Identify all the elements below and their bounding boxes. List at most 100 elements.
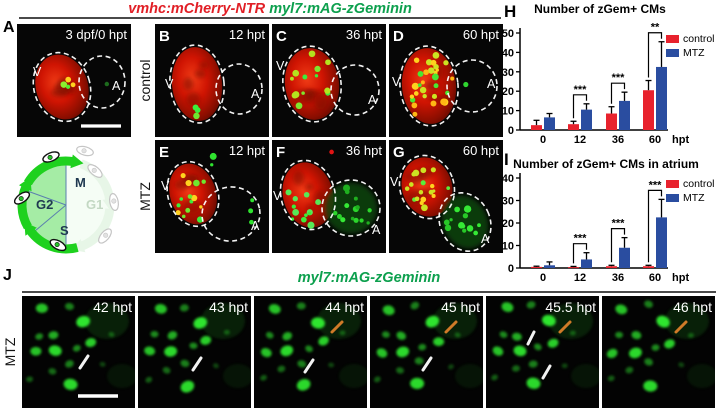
zgem-cell-dot [463,81,469,88]
zgem-cell-dot [443,219,450,226]
zgem-cell-dot [430,167,436,173]
zgem-cell-dot [353,217,359,223]
zgem-cell-dot [477,223,481,228]
panel-letter-J: J [3,267,12,284]
zgem-cell-dot [291,92,298,99]
zgem-nucleus [425,315,440,328]
legend-swatch-MTZ [666,49,679,57]
zgem-cell-dot [350,216,355,221]
y-tick-label: 40 [502,173,514,185]
zgem-cell-dot [353,196,358,201]
zgem-nucleus [179,304,189,312]
significance-stars: *** [612,72,626,84]
panel-letter: F [276,144,285,161]
y-tick-label: 50 [502,28,514,40]
zgem-cell-dot [408,182,414,187]
y-tick-label: 0 [508,125,514,137]
tissue-haze [223,364,251,388]
micrograph-panel-B: B V A 12 hpt [155,24,269,137]
cycle-arrowhead-green [24,222,37,236]
zgem-nucleus [65,360,74,368]
micrograph-panel-A: V A 3 dpf/0 hpt [17,24,131,137]
zgem-cell-dot [295,102,303,110]
bar-mtz-36 [619,100,630,130]
ventricle-label: V [392,75,401,89]
panel-letter-A: A [3,19,15,36]
timepoint-label: 3 dpf/0 hpt [66,27,128,42]
zgem-cell-dot [432,51,440,59]
zgem-nucleus [26,376,34,383]
zgem-cell-dot [324,87,331,94]
zgem-nucleus [223,329,230,335]
zgem-cell-dot [302,74,308,80]
zgem-nucleus [541,314,556,327]
zgem-cell-dot [418,189,424,195]
ventricle-outline [166,160,220,228]
zgem-cell-dot [431,93,438,100]
zgem-nucleus [154,303,167,314]
cycle-sector-lines [24,161,67,249]
zgem-nucleus [260,374,267,381]
zgem-cell-dot [411,82,419,90]
zgem-cell-dot [340,217,346,223]
tissue-haze [85,303,129,339]
zgem-cell-dot [104,81,110,87]
zgem-cell-dot [325,59,331,66]
tissue-shadow [294,89,315,103]
zgem-cell-dot [411,102,418,109]
title-myl7: myl7:mAG-zGeminin [269,1,412,17]
zgem-cell-dot [446,186,451,190]
y-tick-label: 0 [508,263,514,275]
tissue-haze [201,303,245,339]
cell-cycle-diagram: M G2 S G1 [13,145,119,254]
panel-letter: B [159,28,170,45]
zgem-cell-dot [180,172,186,179]
significance-stars: *** [612,218,626,230]
x-tick-label: 60 [649,272,661,284]
zgem-cell-dot [336,213,342,219]
y-tick-label: 30 [502,67,514,79]
ventricle-outline [281,45,343,123]
ventricle-outline [279,159,337,231]
zgem-nucleus [418,343,427,351]
orange-arrow [558,320,572,334]
zgem-nucleus [145,376,153,383]
bar-control-12 [568,267,579,269]
cell-icon [13,191,31,205]
cycle-m-label: M [75,175,86,190]
legend-label-MTZ: MTZ [683,47,705,59]
zgem-nucleus [651,344,660,351]
atrium-label: A [251,87,260,101]
zgem-cell-dot [210,163,214,167]
zgem-nucleus [631,331,642,340]
zgem-cell-dot [413,57,420,63]
zgem-cell-dot [193,112,200,120]
zgem-nucleus [501,302,514,313]
zgem-cell-dot [431,193,436,199]
zgem-nucleus [528,360,538,368]
zgem-cell-dot [461,224,466,229]
zgem-nucleus [373,376,381,383]
zgem-nucleus [65,302,74,311]
timepoint-label: 45 hpt [441,299,480,315]
zgem-nucleus [193,317,208,329]
zgem-nucleus [167,331,178,340]
zgem-nucleus [180,359,190,368]
zgem-nucleus [318,336,329,346]
zgem-cell-dot [359,218,364,223]
micrograph-panel-D: D V A 60 hpt [389,24,503,137]
atrium-outline [438,192,492,252]
ventricle-label: V [390,175,399,189]
ventricle-label: V [276,59,285,73]
cell-icon [42,151,60,163]
panel-letter-H: H [504,2,517,21]
zgem-cell-dot [181,214,186,219]
figure-title: vmhc:mCherry-NTR myl7:mAG-zGeminin [55,1,485,17]
zgem-cell-dot [462,213,469,219]
zgem-nucleus [492,346,504,356]
zgem-nucleus [656,315,670,328]
zgem-cell-dot [420,167,427,174]
cycle-g2-label: G2 [36,197,53,212]
timelapse-frame-45-5hpt: 45.5 hpt [486,296,599,408]
